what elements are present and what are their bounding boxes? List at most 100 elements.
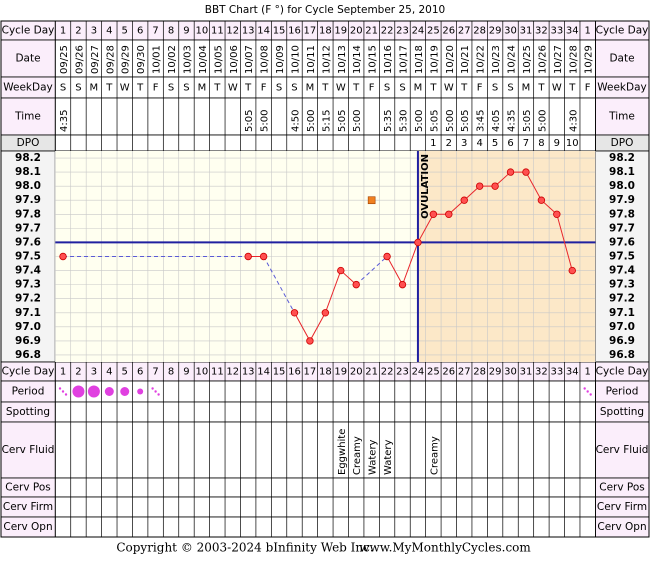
time: 5:05 <box>460 110 471 132</box>
date: 09/29 <box>121 45 132 74</box>
cycle-day: 14 <box>257 367 270 378</box>
date: 10/17 <box>399 45 410 74</box>
y-tick-label: 97.5 <box>15 251 41 263</box>
dpo: 3 <box>461 138 467 149</box>
row-label: WeekDay <box>597 82 647 94</box>
weekday: M <box>90 83 99 94</box>
outer-border <box>0 20 650 538</box>
weekday: F <box>585 83 591 94</box>
cycle-day: 29 <box>489 26 502 37</box>
date: 10/12 <box>321 45 332 74</box>
cycle-day: 1 <box>584 26 590 37</box>
cycle-day: 20 <box>350 26 363 37</box>
cycle-day: 3 <box>91 26 97 37</box>
date: 10/29 <box>584 45 595 74</box>
cycle-day: 28 <box>473 26 486 37</box>
cycle-day: 15 <box>273 26 286 37</box>
chart-title: BBT Chart (F °) for Cycle September 25, … <box>205 4 445 16</box>
cycle-day: 16 <box>288 367 301 378</box>
row-label: Date <box>15 53 40 65</box>
cycle-day: 19 <box>334 26 347 37</box>
row-label: DPO <box>611 137 634 149</box>
cycle-day: 10 <box>196 367 209 378</box>
row-label: Date <box>609 53 634 65</box>
weekday: M <box>414 83 423 94</box>
cycle-day: 26 <box>442 367 455 378</box>
y-tick-label: 97.1 <box>609 307 635 319</box>
cycle-day: 9 <box>183 26 189 37</box>
cycle-day: 6 <box>137 367 143 378</box>
cycle-day: 18 <box>319 26 332 37</box>
weekday: W <box>552 83 562 94</box>
cerv-fluid: Creamy <box>429 436 440 475</box>
cerv-fluid: Watery <box>368 439 379 475</box>
weekday: S <box>291 83 297 94</box>
period-mark <box>137 388 144 395</box>
cycle-day: 7 <box>152 26 158 37</box>
date: 09/30 <box>136 45 147 74</box>
site-link[interactable]: www.MyMonthlyCycles.com <box>359 541 531 555</box>
y-tick-label: 97.2 <box>15 293 41 305</box>
weekday: M <box>198 83 207 94</box>
row-label: Time <box>14 111 41 123</box>
row-cells <box>54 97 596 136</box>
cycle-day: 17 <box>304 367 317 378</box>
temperature-point <box>475 182 484 190</box>
y-tick-label: 97.6 <box>609 236 635 248</box>
row-cells <box>54 380 596 403</box>
weekday: W <box>336 83 346 94</box>
temperature-point <box>445 210 453 218</box>
cycle-day: 22 <box>381 367 394 378</box>
y-tick-label: 96.9 <box>609 335 635 347</box>
temperature-point <box>337 266 345 275</box>
cycle-day: 13 <box>242 26 255 37</box>
period-mark <box>87 385 100 398</box>
y-tick-label: 97.5 <box>609 251 635 263</box>
date: 10/09 <box>275 45 286 74</box>
temperature-point <box>259 252 268 261</box>
temperature-point <box>352 280 360 289</box>
period-dot <box>61 390 65 393</box>
cycle-day: 7 <box>152 367 158 378</box>
y-tick-label: 98.2 <box>609 152 635 164</box>
temperature-point <box>306 337 314 345</box>
cycle-day: 4 <box>106 26 112 37</box>
dpo: 9 <box>554 138 560 149</box>
y-tick-label: 96.9 <box>15 335 41 347</box>
weekday: T <box>429 83 437 94</box>
y-tick-label: 98.1 <box>609 166 635 178</box>
weekday: S <box>492 83 498 94</box>
row-label: DPO <box>17 137 40 149</box>
weekday: W <box>120 83 130 94</box>
weekday: S <box>183 83 189 94</box>
y-tick-label: 97.7 <box>15 222 41 234</box>
cycle-day: 27 <box>458 367 471 378</box>
cycle-day: 16 <box>288 26 301 37</box>
period-dot <box>154 390 157 393</box>
cycle-day: 29 <box>489 367 502 378</box>
cycle-day: 8 <box>168 367 174 378</box>
cycle-day: 18 <box>319 367 332 378</box>
row-label: Time <box>608 111 635 123</box>
cycle-day: 19 <box>334 367 347 378</box>
temperature-point <box>537 196 546 204</box>
date: 09/25 <box>59 45 70 74</box>
weekday: M <box>522 83 531 94</box>
cycle-day: 32 <box>535 26 548 37</box>
cycle-day: 1 <box>60 367 66 378</box>
time: 5:15 <box>321 110 332 132</box>
row-label: Cerv Fluid <box>2 444 55 456</box>
date: 10/11 <box>306 45 317 74</box>
row-cells <box>54 421 596 479</box>
weekday: F <box>261 83 267 94</box>
row-label: Cerv Fluid <box>596 444 649 456</box>
date: 10/02 <box>167 45 178 74</box>
row-label: Cerv Pos <box>599 482 645 494</box>
y-tick-label: 97.0 <box>15 321 41 333</box>
row-label: Cerv Firm <box>597 501 647 513</box>
dpo: 10 <box>566 138 579 149</box>
row-label: Cerv Pos <box>5 482 51 494</box>
cycle-day: 34 <box>566 26 579 37</box>
dpo: 5 <box>492 138 498 149</box>
cycle-day: 17 <box>304 26 317 37</box>
